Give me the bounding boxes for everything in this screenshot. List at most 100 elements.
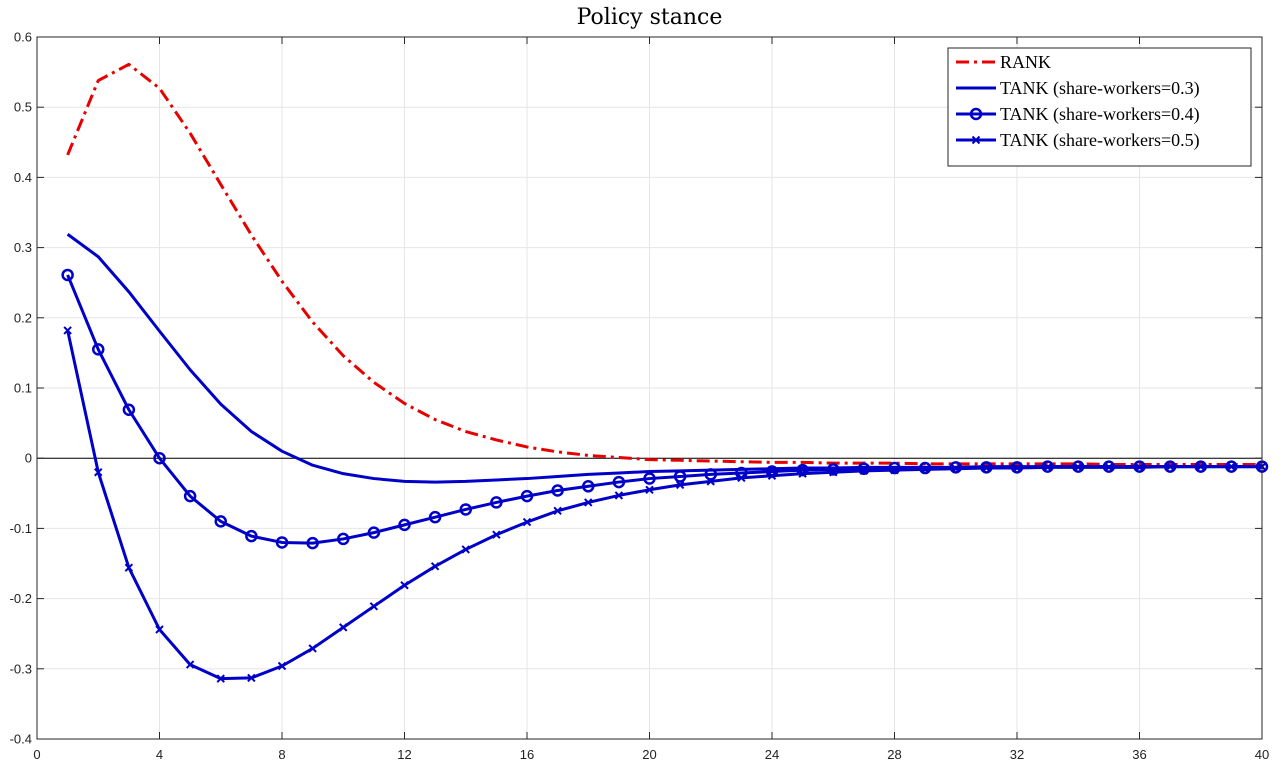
data-point-circle xyxy=(827,463,840,476)
data-point-x xyxy=(339,623,348,632)
data-point-x xyxy=(461,545,470,554)
series-3 xyxy=(61,268,1269,550)
y-tick-label: -0.1 xyxy=(10,521,32,536)
x-tick-label: 4 xyxy=(156,747,163,762)
data-point-x xyxy=(522,517,532,527)
data-point-x xyxy=(155,625,164,634)
data-point-circle xyxy=(337,532,350,546)
data-point-x xyxy=(829,468,838,477)
data-point-circle xyxy=(857,462,871,475)
data-point-x xyxy=(308,644,317,653)
x-tick-label: 12 xyxy=(397,747,411,762)
data-point-x xyxy=(859,466,869,476)
legend-marker xyxy=(971,135,981,145)
data-point-circle xyxy=(367,526,381,539)
data-point-x xyxy=(645,485,654,494)
x-tick-label: 40 xyxy=(1255,747,1269,762)
axis-ticks: 0 4 8 12 16 20 24 28 32 36 40 -0.4 -0.3 -0.2 -0.1 0 0.1 0… xyxy=(10,30,1270,763)
data-point-circle xyxy=(153,451,166,465)
y-tick-label: 0.6 xyxy=(14,30,32,45)
x-tick-label: 24 xyxy=(765,747,779,762)
data-point-circle xyxy=(306,536,319,550)
data-point-x xyxy=(737,473,746,483)
y-tick-label: 0.2 xyxy=(14,310,32,325)
data-point-x xyxy=(63,326,72,335)
series-4 xyxy=(63,326,1267,683)
data-point-x xyxy=(1165,462,1175,471)
data-point-circle xyxy=(643,472,656,485)
data-point-circle xyxy=(61,268,74,282)
data-point-circle xyxy=(183,489,197,503)
y-tick-label: -0.3 xyxy=(10,661,32,676)
data-point-x xyxy=(584,498,593,507)
data-point-x xyxy=(553,506,562,516)
data-point-x xyxy=(492,530,501,539)
data-point-x xyxy=(1135,463,1144,472)
x-tick-label: 8 xyxy=(278,747,285,762)
data-point-x xyxy=(247,673,256,683)
data-point-x xyxy=(1074,463,1083,472)
data-point-x xyxy=(1104,463,1114,472)
data-point-circle xyxy=(582,480,595,493)
y-tick-label: 0.1 xyxy=(14,381,32,396)
x-tick-label: 20 xyxy=(642,747,656,762)
series-layer xyxy=(61,62,1269,683)
x-tick-label: 36 xyxy=(1132,747,1146,762)
data-point-circle xyxy=(704,468,717,481)
data-point-circle xyxy=(490,496,503,509)
data-point-x xyxy=(951,464,960,473)
legend-label: TANK (share-workers=0.4) xyxy=(1000,104,1200,125)
data-point-x xyxy=(614,491,624,500)
x-tick-label: 0 xyxy=(33,747,40,762)
data-point-circle xyxy=(398,518,411,532)
y-tick-label: 0.5 xyxy=(14,100,32,115)
data-point-x xyxy=(1196,462,1205,471)
y-tick-label: -0.4 xyxy=(10,732,32,747)
data-point-x xyxy=(277,661,287,671)
data-point-x xyxy=(430,562,440,571)
data-point-circle xyxy=(673,470,687,483)
series-1 xyxy=(66,62,1262,467)
data-point-x xyxy=(185,660,195,669)
data-point-circle xyxy=(122,403,136,417)
legend-label: TANK (share-workers=0.3) xyxy=(1000,78,1200,99)
legend-box xyxy=(947,47,1252,167)
legend-marker xyxy=(969,107,983,121)
series-line-1 xyxy=(66,62,1262,467)
data-point-x xyxy=(798,469,807,478)
data-point-circle xyxy=(245,529,258,543)
legend: RANK TANK (share-workers=0.3) TANK (share-… xyxy=(947,47,1252,167)
y-tick-label: 0.4 xyxy=(14,170,32,185)
data-point-x xyxy=(1012,463,1022,473)
data-point-x xyxy=(369,602,379,611)
legend-label: TANK (share-workers=0.5) xyxy=(1000,130,1200,151)
data-point-x xyxy=(124,563,134,572)
data-point-circle xyxy=(275,536,289,549)
data-point-circle xyxy=(214,515,227,528)
data-point-x xyxy=(890,465,899,475)
data-point-x xyxy=(982,463,991,473)
chart-title: Policy stance xyxy=(577,5,723,30)
x-tick-label: 16 xyxy=(520,747,534,762)
y-tick-label: -0.2 xyxy=(10,591,32,606)
x-tick-label: 32 xyxy=(1010,747,1024,762)
legend-label: RANK xyxy=(1000,52,1051,72)
data-point-x xyxy=(920,465,930,474)
data-point-circle xyxy=(888,461,901,475)
data-point-circle xyxy=(551,484,564,497)
y-tick-label: 0 xyxy=(25,451,32,466)
data-point-x xyxy=(767,471,777,480)
data-point-circle xyxy=(612,475,626,489)
data-point-x xyxy=(1043,463,1052,472)
series-line-2 xyxy=(66,233,1262,484)
data-point-x xyxy=(1227,462,1236,471)
data-point-circle xyxy=(459,503,472,516)
data-point-x xyxy=(216,674,225,683)
data-point-circle xyxy=(428,510,442,524)
data-point-x xyxy=(675,480,685,490)
x-tick-label: 28 xyxy=(887,747,901,762)
y-tick-label: 0.3 xyxy=(14,240,32,255)
series-line-4 xyxy=(66,330,1262,681)
data-point-circle xyxy=(92,343,105,356)
